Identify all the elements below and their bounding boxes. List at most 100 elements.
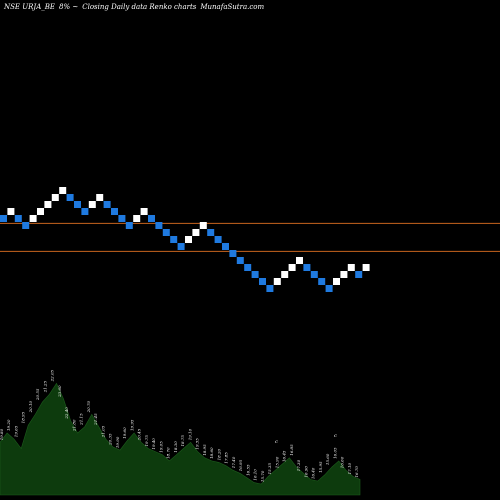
renko-brick-down xyxy=(259,278,266,285)
renko-brick-down xyxy=(303,264,311,271)
value-label: 19.90 xyxy=(115,436,120,448)
renko-brick-up xyxy=(288,264,296,271)
renko-brick-up xyxy=(59,187,67,194)
value-label: 18.70 xyxy=(166,447,171,459)
value-label: 19.05 xyxy=(158,441,163,453)
marker-labels: cc xyxy=(275,433,337,445)
renko-brick-down xyxy=(177,243,185,250)
renko-brick-down xyxy=(22,222,30,229)
value-label: 18.20 xyxy=(216,448,221,460)
value-label: 15.90 xyxy=(274,456,279,468)
chart-header: NSE URJA_BE 8% ~ Closing Daily data Renko … xyxy=(4,3,268,11)
renko-brick-down xyxy=(229,250,237,257)
renko-brick-up xyxy=(29,215,37,222)
renko-brick-down xyxy=(251,271,259,278)
renko-brick-down xyxy=(266,285,274,292)
renko-brick-down xyxy=(236,257,244,264)
value-label: 16.05 xyxy=(332,447,337,459)
value-label: 18.75 xyxy=(180,435,185,447)
value-label: 16.95 xyxy=(238,459,243,471)
renko-brick-up xyxy=(88,201,96,208)
value-label: 16.10 xyxy=(253,469,258,481)
renko-brick-up xyxy=(333,278,340,285)
value-label: 22.05 xyxy=(50,369,55,382)
value-label: 19.10 xyxy=(187,428,192,440)
change-label: 8% ~ xyxy=(59,3,79,11)
value-label: 21.80 xyxy=(71,419,76,432)
value-label: 19.40 xyxy=(151,438,156,450)
value-label: 20.70 xyxy=(86,400,91,413)
value-labels: 19.8019.2019.6518.9520.1020.5521.2522.05… xyxy=(0,369,359,482)
renko-bricks xyxy=(0,187,370,292)
value-label: 21.45 xyxy=(93,413,98,426)
renko-brick-up xyxy=(37,208,44,215)
volume-area xyxy=(0,382,361,496)
value-label: 19.65 xyxy=(14,425,19,437)
renko-brick-down xyxy=(125,222,133,229)
renko-brick-down xyxy=(81,208,89,215)
value-label: 17.40 xyxy=(231,456,236,468)
value-label: 19.60 xyxy=(122,427,127,439)
value-label: 18.30 xyxy=(173,441,178,453)
renko-brick-down xyxy=(244,264,252,271)
value-label: 20.45 xyxy=(137,428,142,441)
marker-label: c xyxy=(275,439,278,445)
renko-brick-down xyxy=(74,201,81,208)
renko-brick-up xyxy=(296,257,303,264)
value-label: 16.90 xyxy=(303,466,308,478)
value-label: 20.10 xyxy=(28,400,33,413)
value-label: 15.35 xyxy=(267,462,272,474)
value-label: 19.20 xyxy=(6,419,11,431)
value-label: 19.75 xyxy=(144,435,149,447)
value-label: 18.95 xyxy=(21,411,26,423)
volume-area-fill xyxy=(0,382,361,496)
renko-brick-up xyxy=(51,194,59,201)
renko-brick-up xyxy=(7,208,15,215)
value-label: 19.55 xyxy=(195,438,200,450)
value-label: 16.45 xyxy=(282,450,287,462)
value-label: 21.05 xyxy=(100,425,105,438)
value-label: 20.35 xyxy=(108,433,113,446)
renko-brick-down xyxy=(111,208,118,215)
value-label: 15.60 xyxy=(325,453,330,465)
renko-brick-up xyxy=(140,208,148,215)
value-label: 20.55 xyxy=(35,388,40,401)
renko-brick-down xyxy=(170,236,178,243)
renko-brick-up xyxy=(273,278,281,285)
renko-brick-down xyxy=(325,285,333,292)
value-label: 19.80 xyxy=(0,428,4,440)
value-label: 16.70 xyxy=(354,466,359,478)
site-label: MunafaSutra.com xyxy=(200,3,265,11)
value-label: 15.95 xyxy=(318,461,323,473)
renko-brick-up xyxy=(192,229,200,236)
value-label: 16.85 xyxy=(289,444,294,456)
renko-brick-up xyxy=(133,215,141,222)
renko-brick-up xyxy=(44,201,52,208)
renko-brick-down xyxy=(355,271,363,278)
value-label: 16.55 xyxy=(245,464,250,476)
renko-brick-down xyxy=(66,194,74,201)
renko-brick-up xyxy=(281,271,289,278)
renko-brick-down xyxy=(148,215,155,222)
renko-brick-down xyxy=(222,243,229,250)
renko-brick-down xyxy=(310,271,318,278)
symbol-label: NSE URJA_BE xyxy=(4,3,56,11)
value-label: 17.85 xyxy=(224,452,229,464)
value-label: 22.40 xyxy=(64,407,69,420)
renko-brick-up xyxy=(340,271,348,278)
value-label: 17.30 xyxy=(296,459,301,471)
renko-brick-down xyxy=(207,229,215,236)
description-label: Closing Daily data Renko charts xyxy=(82,3,197,11)
renko-brick-down xyxy=(118,215,126,222)
renko-brick-down xyxy=(162,229,170,236)
renko-brick-up xyxy=(185,236,192,243)
renko-brick-down xyxy=(103,201,111,208)
renko-brick-down xyxy=(214,236,222,243)
value-label: 19.95 xyxy=(129,419,134,431)
renko-brick-down xyxy=(318,278,326,285)
renko-brick-down xyxy=(155,222,163,229)
value-label: 17.10 xyxy=(347,462,352,474)
value-label: 16.60 xyxy=(340,456,345,468)
